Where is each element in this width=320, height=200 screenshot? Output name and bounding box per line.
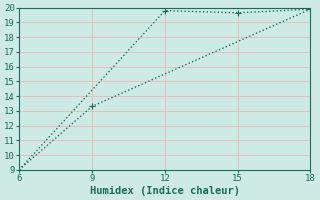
X-axis label: Humidex (Indice chaleur): Humidex (Indice chaleur) [90,186,240,196]
